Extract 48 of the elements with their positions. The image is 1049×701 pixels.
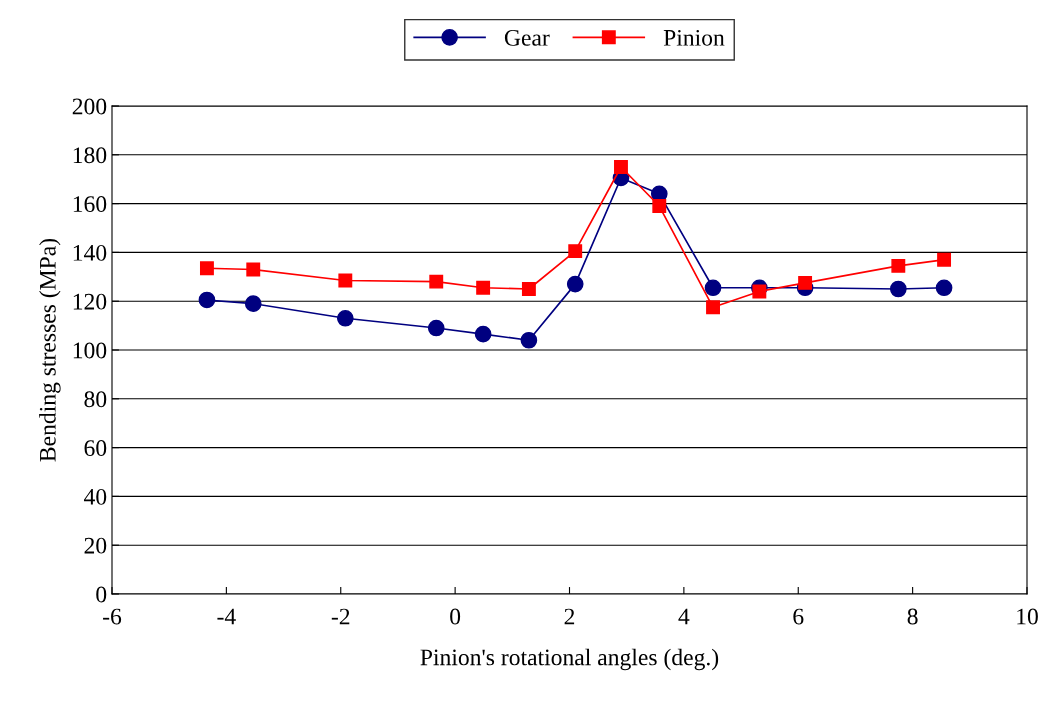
- point: [566, 275, 584, 293]
- point: [198, 291, 216, 309]
- point: [521, 282, 536, 296]
- point: [336, 309, 354, 327]
- point: [474, 325, 492, 343]
- x-tick-label: -2: [331, 608, 350, 625]
- point: [614, 160, 628, 174]
- x-tick-label: 0: [450, 608, 461, 625]
- y-tick-label: 0: [96, 586, 107, 603]
- y-tick-label: 120: [73, 293, 107, 310]
- y-tick-label: 40: [83, 488, 107, 505]
- point: [244, 295, 262, 312]
- point: [429, 274, 444, 289]
- x-tick-label: 10: [1017, 608, 1038, 625]
- point: [427, 319, 445, 337]
- y-axis-title: Bending stresses (MPa): [39, 238, 61, 462]
- x-tick-label: 8: [907, 608, 918, 625]
- point: [338, 273, 353, 288]
- y-tick-label: 160: [73, 196, 107, 213]
- point: [937, 252, 952, 267]
- y-tick-label: 60: [84, 440, 107, 457]
- point: [476, 280, 491, 295]
- point: [752, 284, 767, 299]
- x-tick-label: 6: [793, 608, 804, 625]
- legend-label: Gear: [504, 29, 550, 46]
- y-tick-label: 180: [73, 147, 107, 164]
- point: [798, 275, 813, 290]
- legend-label: Pinion: [663, 29, 725, 46]
- point: [706, 300, 720, 315]
- point: [891, 258, 906, 273]
- point: [652, 199, 667, 213]
- y-tick-label: 140: [73, 244, 107, 261]
- point: [246, 262, 261, 277]
- x-axis-title: Pinion's rotational angles (deg.): [420, 648, 719, 671]
- x-tick-label: 4: [678, 608, 690, 625]
- point: [568, 244, 583, 259]
- x-tick-label: 2: [564, 608, 575, 625]
- x-tick-label: -6: [103, 608, 122, 625]
- x-tick-label: -4: [217, 608, 236, 625]
- point: [199, 261, 214, 276]
- y-tick-label: 200: [72, 98, 107, 115]
- point: [520, 331, 538, 349]
- y-tick-label: 100: [73, 342, 107, 359]
- y-tick-label: 20: [84, 537, 107, 554]
- point: [935, 279, 953, 297]
- y-tick-label: 80: [84, 391, 107, 408]
- point: [889, 280, 907, 298]
- point: [704, 279, 722, 297]
